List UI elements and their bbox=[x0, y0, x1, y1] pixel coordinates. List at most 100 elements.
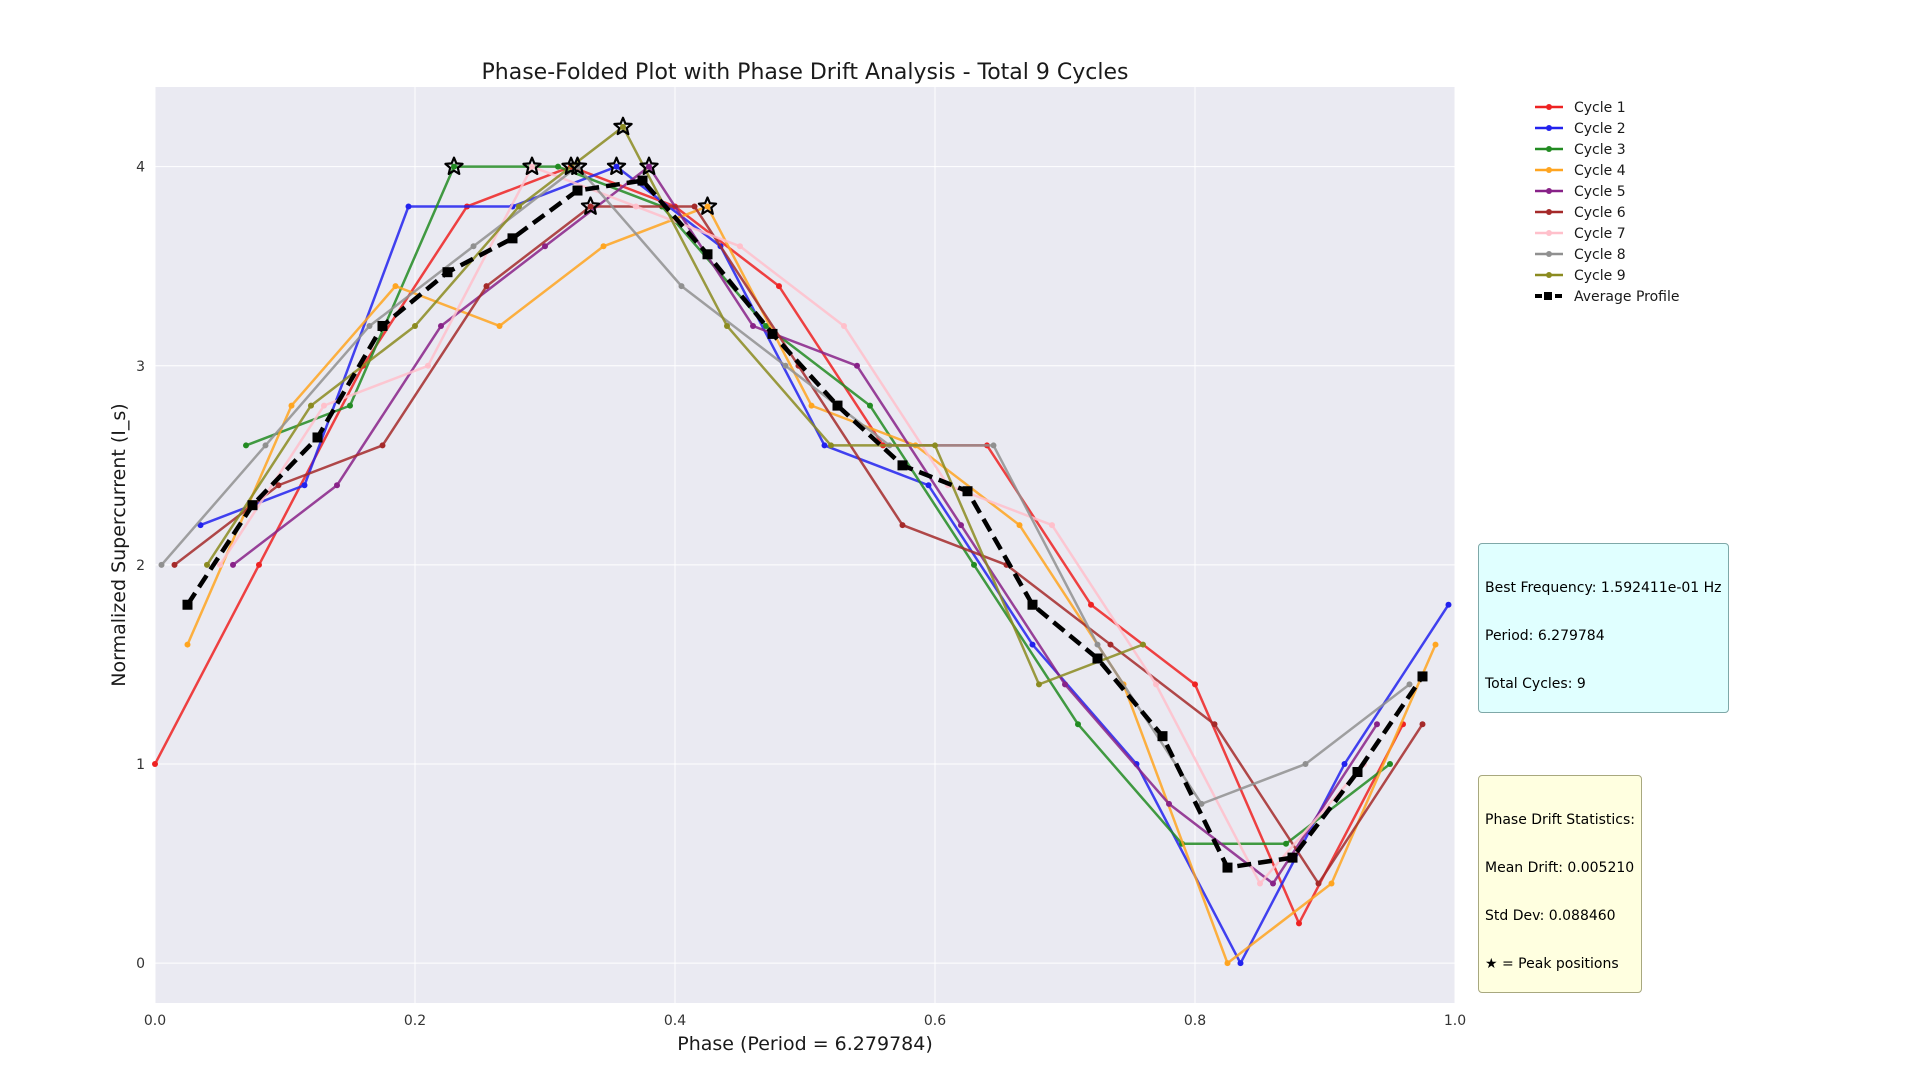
info-line: Best Frequency: 1.592411e-01 Hz bbox=[1485, 580, 1722, 596]
data-point bbox=[750, 322, 756, 329]
data-point bbox=[1237, 960, 1244, 967]
data-point bbox=[451, 163, 457, 170]
y-axis-label: Normalized Supercurrent (I_s) bbox=[108, 403, 130, 686]
data-point bbox=[587, 203, 594, 210]
info-line: Period: 6.279784 bbox=[1485, 628, 1605, 644]
legend-label: Cycle 6 bbox=[1574, 205, 1626, 221]
drift-statistics-box: Phase Drift Statistics: Mean Drift: 0.00… bbox=[1478, 775, 1643, 993]
data-point bbox=[334, 482, 340, 489]
data-point bbox=[1341, 761, 1348, 768]
legend-label: Cycle 5 bbox=[1574, 184, 1626, 200]
data-point bbox=[542, 243, 548, 250]
data-point bbox=[1387, 761, 1393, 768]
average-point bbox=[1287, 852, 1298, 863]
data-point bbox=[990, 442, 997, 449]
series-line bbox=[205, 125, 1144, 686]
axis-ticks: 0.0 0.2 0.4 0.6 0.8 1.0 0 1 2 3 4 bbox=[136, 160, 1466, 1029]
data-point bbox=[633, 203, 639, 210]
data-point bbox=[971, 561, 977, 568]
data-point bbox=[899, 522, 906, 529]
peak-star-marker bbox=[580, 196, 601, 215]
legend-label: Cycle 8 bbox=[1574, 247, 1626, 263]
data-point bbox=[256, 561, 262, 568]
legend-label: Cycle 9 bbox=[1574, 268, 1626, 284]
data-point bbox=[776, 283, 782, 290]
data-point bbox=[724, 322, 730, 329]
data-point bbox=[1140, 641, 1146, 648]
data-point bbox=[152, 761, 158, 768]
x-tick-label: 0.0 bbox=[144, 1013, 166, 1029]
series-cycle-7 bbox=[217, 163, 1367, 887]
series-line bbox=[245, 165, 1391, 845]
info-line: Phase Drift Statistics: bbox=[1485, 812, 1636, 828]
legend-item: Cycle 9 bbox=[1535, 268, 1626, 284]
data-point bbox=[821, 442, 828, 449]
data-point bbox=[366, 322, 373, 329]
average-point bbox=[247, 500, 258, 511]
data-point bbox=[691, 203, 698, 210]
peak-star-marker bbox=[697, 196, 718, 215]
data-point bbox=[1224, 960, 1231, 967]
peak-star-marker bbox=[561, 156, 581, 175]
plot-area-background bbox=[155, 87, 1455, 1003]
data-point bbox=[1270, 880, 1276, 887]
data-point bbox=[1374, 721, 1380, 728]
data-point bbox=[1296, 920, 1302, 927]
data-point bbox=[1062, 681, 1068, 688]
data-point bbox=[392, 283, 399, 290]
series-cycle-4 bbox=[184, 203, 1439, 967]
series-cycle-9 bbox=[204, 123, 1146, 688]
average-point bbox=[1027, 599, 1038, 610]
data-point bbox=[1192, 681, 1198, 688]
legend-item: Cycle 6 bbox=[1535, 205, 1626, 221]
legend-label: Cycle 2 bbox=[1574, 121, 1626, 137]
data-point bbox=[496, 322, 503, 329]
average-point bbox=[572, 185, 583, 196]
data-point bbox=[516, 203, 522, 210]
data-point bbox=[1049, 522, 1055, 529]
y-tick-label: 0 bbox=[136, 956, 145, 972]
data-point bbox=[470, 243, 477, 250]
average-point bbox=[962, 486, 973, 497]
data-point bbox=[828, 442, 834, 449]
data-point bbox=[1328, 880, 1335, 887]
legend-label: Cycle 7 bbox=[1574, 226, 1626, 242]
series-cycle-2 bbox=[197, 163, 1452, 967]
legend-item: Cycle 3 bbox=[1535, 142, 1626, 158]
y-tick-label: 2 bbox=[136, 558, 145, 574]
data-point bbox=[1198, 800, 1205, 807]
average-point bbox=[1222, 862, 1233, 873]
average-profile-line bbox=[182, 175, 1428, 873]
data-point bbox=[600, 243, 607, 250]
data-point bbox=[867, 402, 873, 409]
data-point bbox=[217, 561, 223, 568]
average-point bbox=[832, 400, 843, 411]
legend-marker bbox=[1544, 292, 1552, 300]
average-point bbox=[897, 460, 908, 471]
data-point bbox=[171, 561, 178, 568]
data-point bbox=[1445, 601, 1452, 608]
peak-star-marker bbox=[444, 156, 464, 175]
grid-lines bbox=[154, 87, 1456, 1003]
legend-marker bbox=[1546, 209, 1552, 215]
data-point bbox=[1166, 800, 1172, 807]
data-point bbox=[184, 641, 191, 648]
data-point bbox=[1302, 761, 1309, 768]
data-point bbox=[301, 482, 308, 489]
data-point bbox=[1211, 721, 1218, 728]
data-point bbox=[782, 362, 789, 369]
data-point bbox=[841, 322, 847, 329]
average-point bbox=[312, 432, 323, 443]
chart-title: Phase-Folded Plot with Phase Drift Analy… bbox=[482, 60, 1129, 85]
data-point bbox=[1075, 721, 1081, 728]
legend-label: Cycle 1 bbox=[1574, 100, 1626, 116]
data-point bbox=[1016, 522, 1023, 529]
info-line: Total Cycles: 9 bbox=[1485, 676, 1586, 692]
data-point bbox=[1283, 840, 1289, 847]
legend-marker bbox=[1546, 251, 1552, 257]
data-point bbox=[204, 561, 210, 568]
data-point bbox=[763, 322, 769, 329]
data-point bbox=[158, 561, 165, 568]
data-point bbox=[678, 283, 685, 290]
peak-star-marker bbox=[613, 116, 633, 136]
